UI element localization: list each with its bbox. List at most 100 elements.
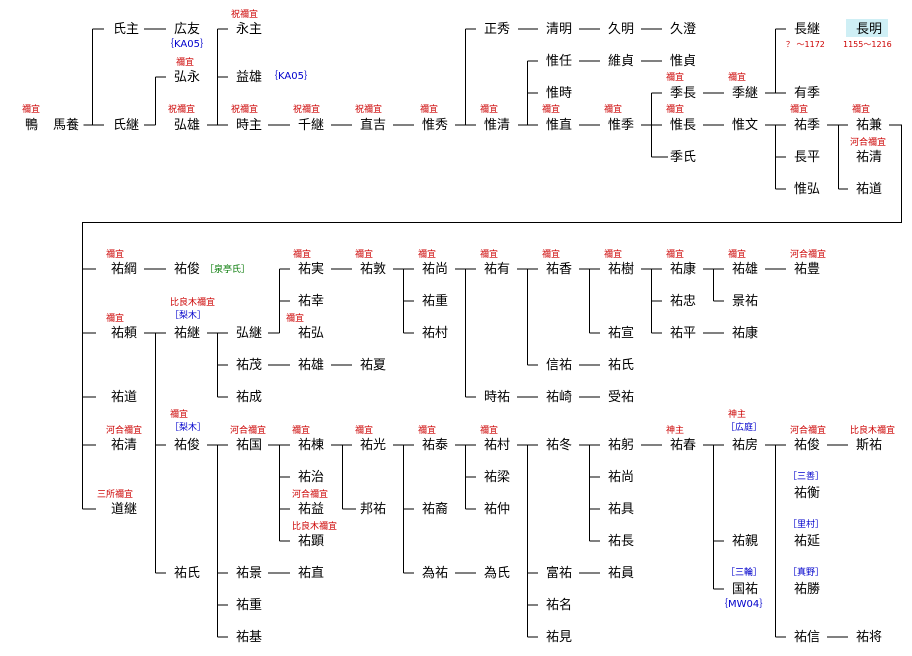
person-node: 祐氏 bbox=[608, 358, 635, 373]
person-node: 惟貞 bbox=[670, 54, 697, 69]
house-label: ［梨木］ bbox=[170, 423, 207, 433]
title-label: 神主 bbox=[666, 426, 685, 436]
title-label: 河合禰宜 bbox=[230, 426, 267, 436]
house-name: 梨木 bbox=[179, 311, 198, 321]
person-node: 富祐 bbox=[546, 566, 573, 581]
person-node: 祐員 bbox=[608, 566, 635, 581]
person-node: 祐顕 bbox=[298, 534, 325, 549]
title-label: 禰宜 bbox=[604, 105, 623, 115]
person-node: 祐衡 bbox=[794, 486, 821, 501]
title-label: 禰宜 bbox=[355, 250, 374, 260]
title-label: 河合禰宜 bbox=[790, 426, 827, 436]
life-dates: ？ ～1172 bbox=[786, 40, 825, 49]
title-label: 祝禰宜 bbox=[168, 105, 196, 115]
title-label: 祝禰宜 bbox=[293, 105, 321, 115]
title-label: 比良木禰宜 bbox=[292, 522, 338, 532]
person-node: 祐忠 bbox=[670, 294, 697, 309]
person-node: 祐見 bbox=[546, 630, 573, 645]
title-label: 禰宜 bbox=[292, 426, 311, 436]
person-node: 祐崎 bbox=[546, 390, 573, 405]
house-label: ［三善］ bbox=[788, 472, 825, 482]
person-node: 祐治 bbox=[298, 470, 325, 485]
person-node: 祐兼 bbox=[856, 118, 883, 133]
person-node: 時主 bbox=[236, 118, 263, 133]
person-node: 祐康 bbox=[732, 326, 759, 341]
source-ref-code: MW04 bbox=[728, 599, 760, 610]
house-label: ［真野］ bbox=[788, 568, 825, 578]
person-node: 祐信 bbox=[794, 630, 821, 645]
person-node: 長継 bbox=[794, 22, 821, 37]
person-node: 祐冬 bbox=[546, 438, 573, 453]
title-label: 禰宜 bbox=[418, 426, 437, 436]
person-node: 祐重 bbox=[422, 294, 449, 309]
person-node: 祐長 bbox=[608, 534, 635, 549]
house-name: 三善 bbox=[797, 472, 816, 482]
person-node: 氏主 bbox=[113, 22, 140, 37]
person-node: 祐成 bbox=[236, 390, 263, 405]
title-label: 比良木禰宜 bbox=[170, 298, 216, 308]
title-label: 禰宜 bbox=[666, 105, 685, 115]
house-name: 梨木 bbox=[179, 423, 198, 433]
title-label: 禰宜 bbox=[604, 250, 623, 260]
person-node: 祐有 bbox=[484, 262, 511, 277]
person-node: 祐延 bbox=[794, 534, 821, 549]
person-node: 祐敦 bbox=[360, 262, 387, 277]
person-node: 弘継 bbox=[236, 326, 263, 341]
title-label: 禰宜 bbox=[542, 105, 561, 115]
source-ref-code: KA05 bbox=[278, 71, 304, 82]
person-node: 祐将 bbox=[856, 630, 883, 645]
person-node: 惟季 bbox=[608, 118, 635, 133]
person-node: 氏継 bbox=[113, 118, 140, 133]
person-node: 祐景 bbox=[236, 566, 263, 581]
title-label: 禰宜 bbox=[106, 250, 125, 260]
title-label: 禰宜 bbox=[418, 250, 437, 260]
person-node: 祐棟 bbox=[298, 438, 325, 453]
title-label: 禰宜 bbox=[480, 250, 499, 260]
person-node: 久明 bbox=[608, 22, 635, 37]
person-node: 祐勝 bbox=[794, 582, 821, 597]
title-label: 禰宜 bbox=[480, 105, 499, 115]
person-node: 祐国 bbox=[236, 438, 263, 453]
person-node: 惟長 bbox=[670, 118, 697, 133]
person-node: 祐雄 bbox=[298, 358, 325, 373]
person-node: 祐重 bbox=[236, 598, 263, 613]
person-node: 祐茂 bbox=[236, 358, 263, 373]
person-node: 祐氏 bbox=[174, 566, 201, 581]
person-node: 祐雄 bbox=[732, 262, 759, 277]
person-node: 祐尚 bbox=[422, 262, 449, 277]
person-node: 鴨 bbox=[25, 118, 39, 133]
person-node: 祐村 bbox=[484, 438, 511, 453]
person-node: 祐尚 bbox=[608, 470, 635, 485]
title-label: 禰宜 bbox=[666, 73, 685, 83]
person-node: 祐春 bbox=[670, 438, 697, 453]
person-node: 長明 bbox=[856, 22, 883, 37]
person-node: 祐具 bbox=[608, 502, 635, 517]
highlight-box bbox=[846, 19, 888, 37]
clan-label: ［泉亭氏］ bbox=[205, 265, 251, 275]
person-node: 祐村 bbox=[422, 326, 449, 341]
person-node: 為氏 bbox=[484, 566, 511, 581]
person-node: 斯祐 bbox=[856, 438, 883, 453]
title-label: 禰宜 bbox=[106, 314, 125, 324]
person-node: 季氏 bbox=[670, 150, 697, 165]
person-node: 維貞 bbox=[608, 54, 635, 69]
house-name: 里村 bbox=[797, 520, 816, 530]
person-node: 惟文 bbox=[732, 118, 759, 133]
house-label: ［三輪］ bbox=[726, 568, 763, 578]
person-node: 祐頼 bbox=[111, 326, 138, 341]
person-node: 直吉 bbox=[360, 118, 387, 133]
person-node: 時祐 bbox=[484, 390, 511, 405]
person-node: 祐俊 bbox=[174, 438, 201, 453]
person-node: 祐道 bbox=[856, 182, 883, 197]
person-node: 千継 bbox=[298, 118, 325, 133]
person-node: 祐道 bbox=[111, 390, 138, 405]
person-node: 惟時 bbox=[546, 86, 573, 101]
person-node: 弘永 bbox=[174, 70, 201, 85]
person-node: 祐仲 bbox=[484, 502, 511, 517]
person-node: 馬養 bbox=[53, 118, 80, 133]
person-node: 惟秀 bbox=[422, 118, 449, 133]
title-label: 禰宜 bbox=[728, 73, 747, 83]
person-node: 祐俊 bbox=[794, 438, 821, 453]
title-label: 祝禰宜 bbox=[231, 105, 259, 115]
person-node: 惟直 bbox=[546, 118, 573, 133]
